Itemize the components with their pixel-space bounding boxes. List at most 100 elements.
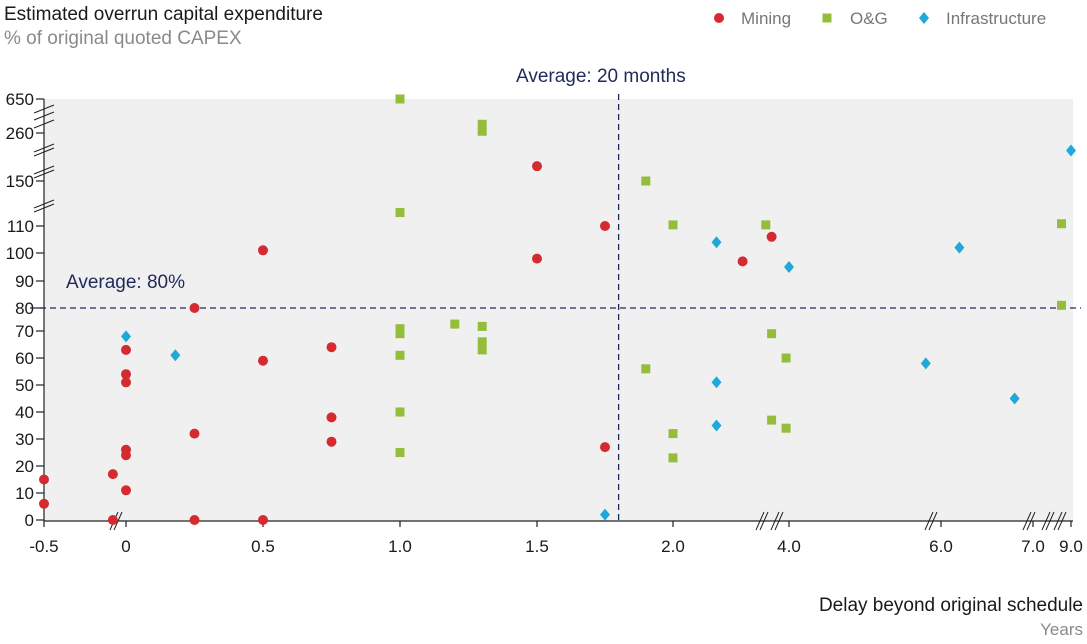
legend-marker-o-g <box>822 13 832 23</box>
point-mining <box>121 369 131 380</box>
y-tick-label: 150 <box>6 172 34 191</box>
series-o-g <box>395 94 1066 463</box>
point-infrastructure <box>954 241 965 254</box>
chart-subtitle: % of original quoted CAPEX <box>4 28 242 49</box>
point-mining <box>258 515 268 525</box>
x-tick-label: 1.5 <box>525 537 549 556</box>
point-o-g <box>395 407 405 417</box>
point-o-g <box>761 220 771 230</box>
y-tick-label: 110 <box>7 217 34 236</box>
point-infrastructure <box>711 419 722 432</box>
series-infrastructure <box>121 144 1076 521</box>
point-o-g <box>641 364 651 374</box>
plot-area <box>44 99 1073 521</box>
point-infrastructure <box>920 357 931 370</box>
y-axis-break-mark <box>33 143 55 153</box>
point-o-g <box>668 429 678 439</box>
point-infrastructure <box>711 376 722 389</box>
legend-item-infrastructure: Infrastructure <box>919 9 1046 28</box>
axes: 0 10 20 30 40 50 60 70 80 90 100 110 150 260 650 -0.5 0 0… <box>6 90 1083 556</box>
point-mining <box>107 469 118 480</box>
point-o-g <box>477 337 487 347</box>
y-tick-label: 70 <box>15 322 34 341</box>
point-o-g <box>641 176 651 186</box>
point-o-g <box>668 220 678 230</box>
legend-marker-infrastructure <box>919 12 929 24</box>
point-mining <box>532 253 542 264</box>
point-mining <box>766 231 777 242</box>
x-tick-label: -0.5 <box>29 537 58 556</box>
point-o-g <box>668 453 678 463</box>
y-axis-break-mark <box>33 111 55 121</box>
point-o-g <box>395 448 405 457</box>
point-mining <box>532 161 542 172</box>
point-o-g <box>477 345 487 355</box>
point-infrastructure <box>1066 144 1076 157</box>
x-axis-break-mark <box>774 511 784 531</box>
average-x-label: Average: 20 months <box>516 66 686 87</box>
y-tick-label: 90 <box>15 272 34 291</box>
point-o-g <box>767 415 777 425</box>
point-o-g <box>395 350 405 360</box>
legend-label: Mining <box>741 9 791 28</box>
legend-label: Infrastructure <box>946 9 1046 28</box>
point-infrastructure <box>600 508 610 521</box>
y-axis-break-mark <box>33 119 55 129</box>
point-mining <box>600 221 610 231</box>
x-axis-break-mark <box>924 511 934 531</box>
legend-item-o-g: O&G <box>822 9 888 28</box>
x-axis-break-mark <box>1022 511 1032 531</box>
point-o-g <box>395 324 405 334</box>
x-axis-break-mark <box>770 511 780 531</box>
y-tick-label: 0 <box>25 511 34 530</box>
x-tick-label: 7.0 <box>1021 537 1045 556</box>
x-axis-break-mark <box>1041 511 1051 531</box>
point-infrastructure <box>121 330 131 343</box>
point-o-g <box>395 329 405 339</box>
y-tick-label: 260 <box>6 124 34 143</box>
legend: Mining O&G Infrastructure <box>714 9 1046 28</box>
y-tick-label: 10 <box>15 484 34 503</box>
x-tick-label: 2.0 <box>661 537 685 556</box>
point-mining <box>326 342 337 353</box>
x-tick-label: 6.0 <box>929 537 953 556</box>
point-mining <box>600 442 610 453</box>
series-mining <box>39 161 777 525</box>
x-axis-break-mark <box>1053 511 1063 531</box>
y-axis-break-mark <box>33 169 55 179</box>
point-mining <box>737 256 748 267</box>
point-mining <box>326 412 337 423</box>
y-tick-label: 650 <box>6 90 34 109</box>
point-o-g <box>781 353 791 363</box>
y-axis-break-mark <box>33 203 55 213</box>
point-o-g <box>1057 219 1066 229</box>
point-o-g <box>477 119 487 129</box>
point-infrastructure <box>1009 392 1020 405</box>
x-tick-label: 0.5 <box>251 537 275 556</box>
point-mining <box>107 515 118 525</box>
legend-label: O&G <box>850 9 888 28</box>
data-points <box>39 94 1076 525</box>
point-mining <box>189 428 200 439</box>
point-mining <box>189 303 200 313</box>
x-axis-break-mark <box>1026 511 1036 531</box>
x-axis-break-mark <box>1057 511 1067 531</box>
point-o-g <box>477 126 487 136</box>
x-axis-break-mark <box>928 511 938 531</box>
point-o-g <box>395 208 405 217</box>
y-tick-label: 60 <box>15 349 34 368</box>
x-tick-label: 0 <box>121 537 130 556</box>
y-axis-break-mark <box>33 104 55 114</box>
chart-title: Estimated overrun capital expenditure <box>4 4 323 25</box>
x-axis-break-mark <box>755 511 765 531</box>
y-tick-label: 40 <box>15 403 34 422</box>
average-lines <box>30 94 1081 521</box>
x-axis-unit: Years <box>1040 620 1083 639</box>
y-tick-label: 80 <box>15 299 34 318</box>
point-mining <box>121 344 131 355</box>
point-mining <box>189 515 200 525</box>
point-mining <box>121 450 131 461</box>
x-tick-label: 1.0 <box>388 537 412 556</box>
point-o-g <box>450 319 460 329</box>
